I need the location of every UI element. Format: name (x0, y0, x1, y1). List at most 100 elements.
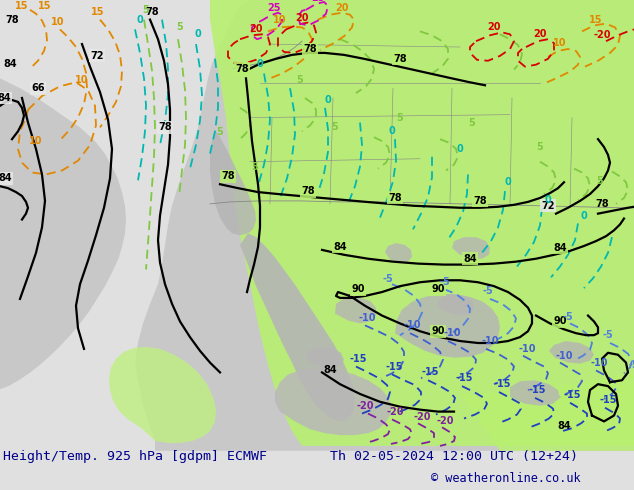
Text: 84: 84 (553, 243, 567, 253)
Text: 72: 72 (541, 201, 555, 211)
Text: 10: 10 (75, 75, 89, 85)
Text: 15: 15 (589, 15, 603, 24)
Text: 5: 5 (143, 5, 150, 15)
Text: 84: 84 (557, 421, 571, 431)
Text: -15: -15 (455, 373, 473, 383)
Text: -5: -5 (482, 286, 493, 296)
Text: 5: 5 (177, 23, 183, 32)
Text: -5: -5 (439, 277, 450, 287)
Text: -20: -20 (436, 416, 454, 426)
Text: -15: -15 (349, 354, 366, 364)
Polygon shape (306, 347, 344, 368)
Polygon shape (109, 347, 216, 443)
Text: 0: 0 (456, 144, 463, 154)
Text: -10: -10 (518, 344, 536, 354)
Text: 90: 90 (553, 317, 567, 326)
Text: 5: 5 (536, 142, 543, 152)
Text: 15: 15 (15, 1, 29, 11)
Polygon shape (549, 341, 594, 364)
Text: 5: 5 (217, 127, 223, 137)
Text: 0: 0 (389, 126, 396, 136)
Text: -5: -5 (603, 330, 613, 340)
Text: 78: 78 (221, 172, 235, 181)
Text: 0: 0 (136, 15, 143, 24)
Text: -15: -15 (493, 379, 511, 389)
Text: -15: -15 (421, 368, 439, 377)
Polygon shape (0, 106, 89, 389)
Text: 20: 20 (488, 23, 501, 32)
Text: 84: 84 (323, 366, 337, 375)
Text: Height/Temp. 925 hPa [gdpm] ECMWF: Height/Temp. 925 hPa [gdpm] ECMWF (3, 450, 267, 463)
Text: 5: 5 (597, 176, 604, 186)
Polygon shape (135, 0, 634, 451)
Text: 90: 90 (351, 284, 365, 294)
Polygon shape (460, 372, 634, 451)
Text: 84: 84 (333, 242, 347, 252)
Polygon shape (275, 368, 392, 435)
Text: 90: 90 (431, 284, 444, 294)
Text: -10: -10 (481, 336, 499, 346)
Text: 0: 0 (325, 95, 332, 105)
Text: 0: 0 (545, 195, 552, 205)
Polygon shape (210, 0, 634, 446)
Text: 78: 78 (5, 15, 19, 24)
Text: 25: 25 (311, 0, 325, 3)
Text: -15: -15 (528, 385, 546, 395)
Text: -10: -10 (590, 358, 608, 368)
Text: 5: 5 (332, 122, 339, 132)
Text: 10: 10 (29, 136, 42, 146)
Text: 0: 0 (505, 177, 512, 187)
Polygon shape (395, 294, 500, 358)
Text: 0: 0 (195, 29, 202, 39)
Text: -20: -20 (386, 407, 404, 416)
Text: 5: 5 (469, 118, 476, 127)
Polygon shape (0, 0, 126, 389)
Text: -10: -10 (358, 313, 376, 322)
Text: 20: 20 (295, 13, 309, 23)
Text: 78: 78 (145, 7, 158, 17)
Text: 78: 78 (473, 196, 487, 206)
Text: -20: -20 (413, 412, 430, 421)
Text: 20: 20 (533, 29, 547, 39)
Text: 78: 78 (301, 186, 315, 196)
Text: -15: -15 (385, 362, 403, 371)
Text: © weatheronline.co.uk: © weatheronline.co.uk (431, 472, 581, 485)
Text: 25: 25 (268, 3, 281, 13)
Text: 78: 78 (158, 122, 172, 132)
Polygon shape (438, 294, 474, 316)
Polygon shape (335, 297, 376, 323)
Text: 78: 78 (303, 44, 317, 54)
Polygon shape (510, 380, 560, 406)
Text: 5: 5 (397, 113, 403, 122)
Text: -20: -20 (593, 30, 611, 40)
Text: Th 02-05-2024 12:00 UTC (12+24): Th 02-05-2024 12:00 UTC (12+24) (330, 450, 578, 463)
Text: 5: 5 (297, 75, 304, 85)
Text: 78: 78 (595, 199, 609, 209)
Text: -15: -15 (599, 395, 617, 405)
Text: 90: 90 (431, 326, 444, 336)
Polygon shape (385, 243, 412, 263)
Text: -5: -5 (562, 312, 573, 321)
Text: -15: -15 (563, 390, 581, 400)
Text: 72: 72 (90, 51, 104, 61)
Text: 15: 15 (91, 7, 105, 17)
Text: -5: -5 (383, 274, 393, 284)
Text: 78: 78 (235, 64, 249, 74)
Text: 0: 0 (581, 211, 587, 220)
Text: 66: 66 (31, 83, 45, 93)
Text: 20: 20 (335, 3, 349, 13)
Text: 10: 10 (273, 15, 287, 24)
Text: 78: 78 (388, 193, 402, 203)
Text: 84: 84 (463, 254, 477, 264)
Text: -10: -10 (443, 328, 461, 338)
Text: 15: 15 (38, 1, 52, 11)
Polygon shape (452, 237, 490, 259)
Text: 20: 20 (249, 24, 262, 34)
Polygon shape (240, 233, 355, 421)
Text: 10: 10 (51, 17, 65, 26)
Text: 10: 10 (553, 38, 567, 48)
Text: -10: -10 (555, 351, 573, 361)
Text: -20: -20 (356, 401, 374, 411)
Polygon shape (210, 131, 256, 235)
Text: -5: -5 (629, 360, 634, 369)
